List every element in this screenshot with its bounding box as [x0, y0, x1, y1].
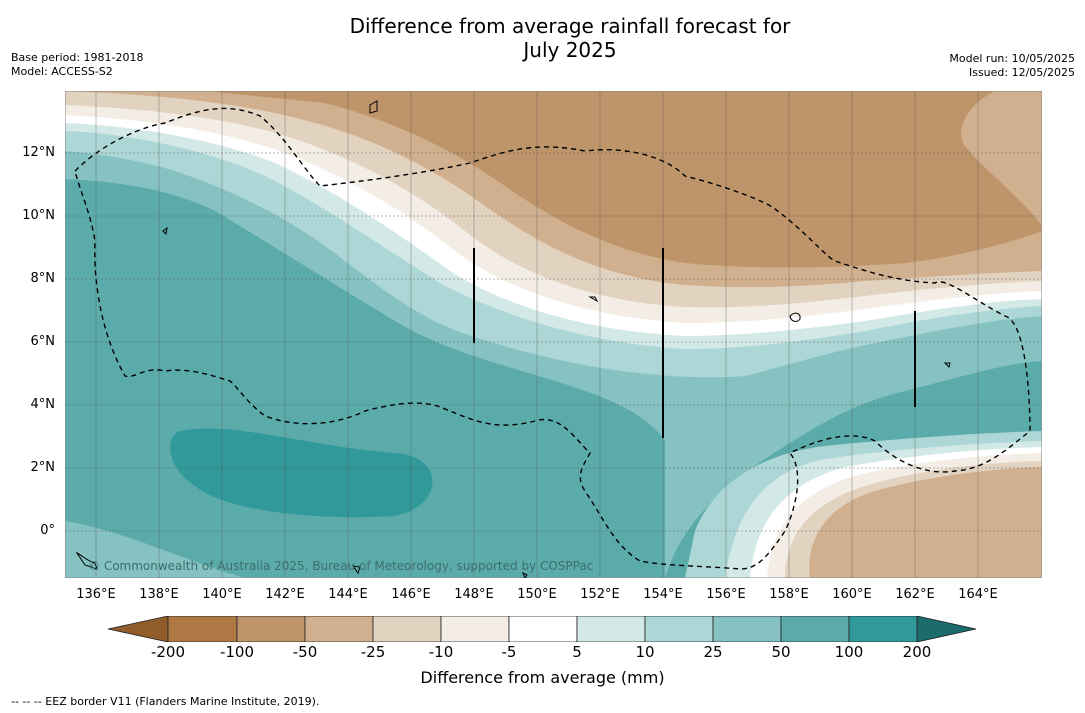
lon-label-160e: 160°E: [832, 587, 872, 602]
colorbar-tick: 25: [703, 643, 723, 661]
lon-label-138e: 138°E: [139, 587, 179, 602]
lat-label-4n: 4°N: [30, 397, 56, 412]
map-title: Difference from average rainfall forecas…: [270, 14, 870, 62]
map-svg: [65, 91, 1042, 578]
base-period: Base period: 1981-2018: [11, 51, 144, 64]
lon-label-164e: 164°E: [958, 587, 998, 602]
lon-label-146e: 146°E: [391, 587, 431, 602]
graticule-lat: [65, 152, 1042, 532]
colorbar-tick: 200: [902, 643, 932, 661]
model-run: Model run: 10/05/2025: [949, 52, 1075, 65]
model-name: Model: ACCESS-S2: [11, 65, 113, 78]
lon-label-150e: 150°E: [517, 587, 557, 602]
lon-label-156e: 156°E: [706, 587, 746, 602]
copyright-notice: © Commonwealth of Australia 2025, Bureau…: [88, 559, 594, 573]
lon-label-144e: 144°E: [328, 587, 368, 602]
eez-border: [74, 107, 1031, 570]
colorbar-tick: 5: [572, 643, 582, 661]
lat-label-12n: 12°N: [22, 145, 55, 160]
colorbar-bin-9: [712, 616, 782, 642]
zone-be946a: [205, 91, 1042, 268]
lon-label-162e: 162°E: [895, 587, 935, 602]
colorbar-title: Difference from average (mm): [420, 668, 665, 687]
meridian-markers: [473, 248, 916, 438]
colorbar-bin-5: [440, 616, 510, 642]
zone-d0b08e-south: [809, 467, 1042, 578]
colorbar-over-arrow: [916, 616, 977, 642]
colorbar-tick: 10: [635, 643, 655, 661]
rainfall-map: [65, 91, 1042, 578]
colorbar-tick: 100: [834, 643, 864, 661]
lon-label-154e: 154°E: [643, 587, 683, 602]
lon-label-158e: 158°E: [769, 587, 809, 602]
run-info: Model run: 10/05/2025 Issued: 12/05/2025: [949, 52, 1075, 80]
colorbar-under-arrow: [108, 616, 169, 642]
colorbar-bin-8: [644, 616, 714, 642]
colorbar-bin-3: [304, 616, 374, 642]
colorbar-bin-1: [167, 616, 238, 642]
lon-label-136e: 136°E: [76, 587, 116, 602]
colorbar-bin-7: [576, 616, 646, 642]
colorbar-tick: 50: [771, 643, 791, 661]
lon-label-142e: 142°E: [265, 587, 305, 602]
model-info: Base period: 1981-2018 Model: ACCESS-S2: [11, 51, 143, 79]
lat-label-2n: 2°N: [30, 460, 56, 475]
lat-label-0: 0°: [40, 523, 55, 538]
lat-label-6n: 6°N: [30, 334, 56, 349]
lat-label-8n: 8°N: [30, 271, 56, 286]
graticule: [95, 91, 979, 578]
colorbar-tick: -200: [150, 643, 186, 661]
colorbar-bin-2: [236, 616, 306, 642]
colorbar: [108, 616, 977, 642]
colorbar-tick: -5: [501, 643, 517, 661]
colorbar-bin-6: [508, 616, 578, 642]
colorbar-tick: -25: [360, 643, 386, 661]
lon-label-152e: 152°E: [580, 587, 620, 602]
colorbar-tick: -100: [219, 643, 255, 661]
colorbar-bin-10: [780, 616, 850, 642]
title-line-2: July 2025: [523, 38, 617, 62]
issued-date: Issued: 12/05/2025: [968, 66, 1075, 79]
colorbar-tick: -10: [428, 643, 454, 661]
lat-label-10n: 10°N: [22, 208, 55, 223]
lon-label-140e: 140°E: [202, 587, 242, 602]
zone-31999a: [170, 428, 433, 518]
colorbar-bin-11: [848, 616, 918, 642]
lon-label-148e: 148°E: [454, 587, 494, 602]
title-line-1: Difference from average rainfall forecas…: [349, 14, 791, 38]
islands: [75, 100, 951, 578]
colorbar-bin-4: [372, 616, 442, 642]
eez-legend: -- -- -- EEZ border V11 (Flanders Marine…: [11, 695, 320, 708]
zone-85c2c1-lower: [65, 521, 245, 578]
colorbar-tick: -50: [292, 643, 318, 661]
